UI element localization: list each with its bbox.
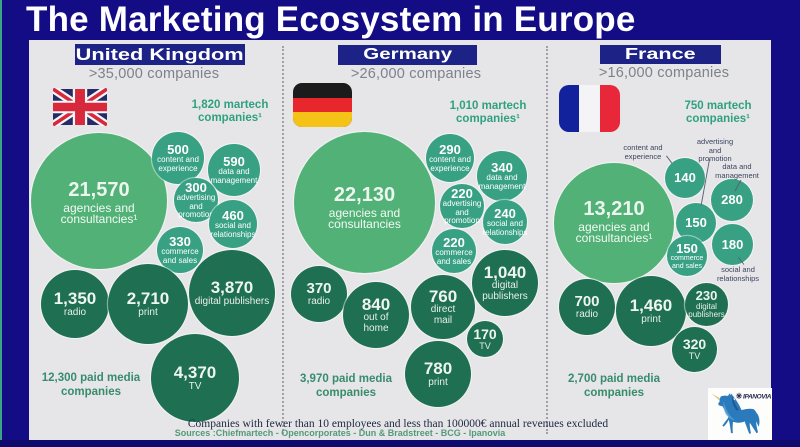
- svg-text:IPANOVIA: IPANOVIA: [743, 394, 772, 401]
